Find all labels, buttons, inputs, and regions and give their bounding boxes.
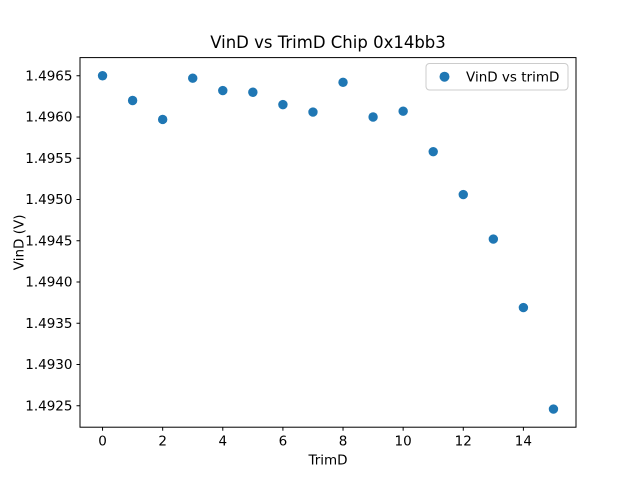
legend-label: VinD vs trimD — [466, 69, 559, 85]
legend: VinD vs trimD — [425, 63, 569, 91]
data-point — [188, 73, 198, 83]
chart-title: VinD vs TrimD Chip 0x14bb3 — [210, 33, 446, 52]
y-tick-label: 1.4935 — [25, 316, 72, 332]
data-point — [368, 112, 378, 122]
data-point — [308, 107, 318, 117]
data-point — [157, 114, 168, 125]
x-tick-label: 4 — [218, 434, 227, 450]
data-point — [97, 71, 108, 81]
y-tick-label: 1.4930 — [25, 357, 72, 373]
data-point — [398, 106, 408, 116]
data-point — [458, 189, 468, 200]
data-point — [428, 146, 438, 157]
x-tick-label: 14 — [515, 434, 532, 450]
x-tick-label: 8 — [339, 434, 348, 450]
data-point — [338, 77, 348, 88]
x-axis-ticks: 0 2 4 6 8 10 12 14 — [98, 427, 532, 450]
data-point — [127, 95, 138, 106]
scatter-series — [97, 71, 559, 414]
y-tick-label: 1.4955 — [25, 151, 72, 167]
x-axis-label: TrimD — [307, 453, 347, 469]
y-tick-label: 1.4960 — [25, 110, 72, 126]
y-axis-label: VinD (V) — [12, 215, 28, 271]
x-tick-label: 10 — [395, 434, 412, 450]
y-tick-label: 1.4965 — [25, 68, 72, 84]
y-tick-label: 1.4925 — [25, 398, 72, 414]
data-point — [518, 302, 529, 313]
y-tick-label: 1.4950 — [25, 192, 72, 208]
x-tick-label: 12 — [455, 434, 472, 450]
y-axis-ticks: 1.4925 1.4930 1.4935 1.4940 1.4945 1.4950 1.49… — [25, 68, 80, 414]
y-tick-label: 1.4945 — [25, 233, 72, 249]
legend-marker-circle-icon — [439, 71, 450, 82]
plot-area — [79, 57, 577, 428]
x-tick-label: 2 — [158, 434, 167, 450]
data-point — [218, 85, 228, 96]
data-point — [248, 87, 258, 97]
data-point — [278, 99, 288, 110]
data-point — [548, 404, 559, 414]
x-tick-label: 6 — [279, 434, 288, 450]
y-tick-label: 1.4940 — [25, 275, 72, 291]
data-point — [488, 234, 499, 244]
x-tick-label: 0 — [98, 434, 107, 450]
legend-box — [425, 63, 569, 91]
